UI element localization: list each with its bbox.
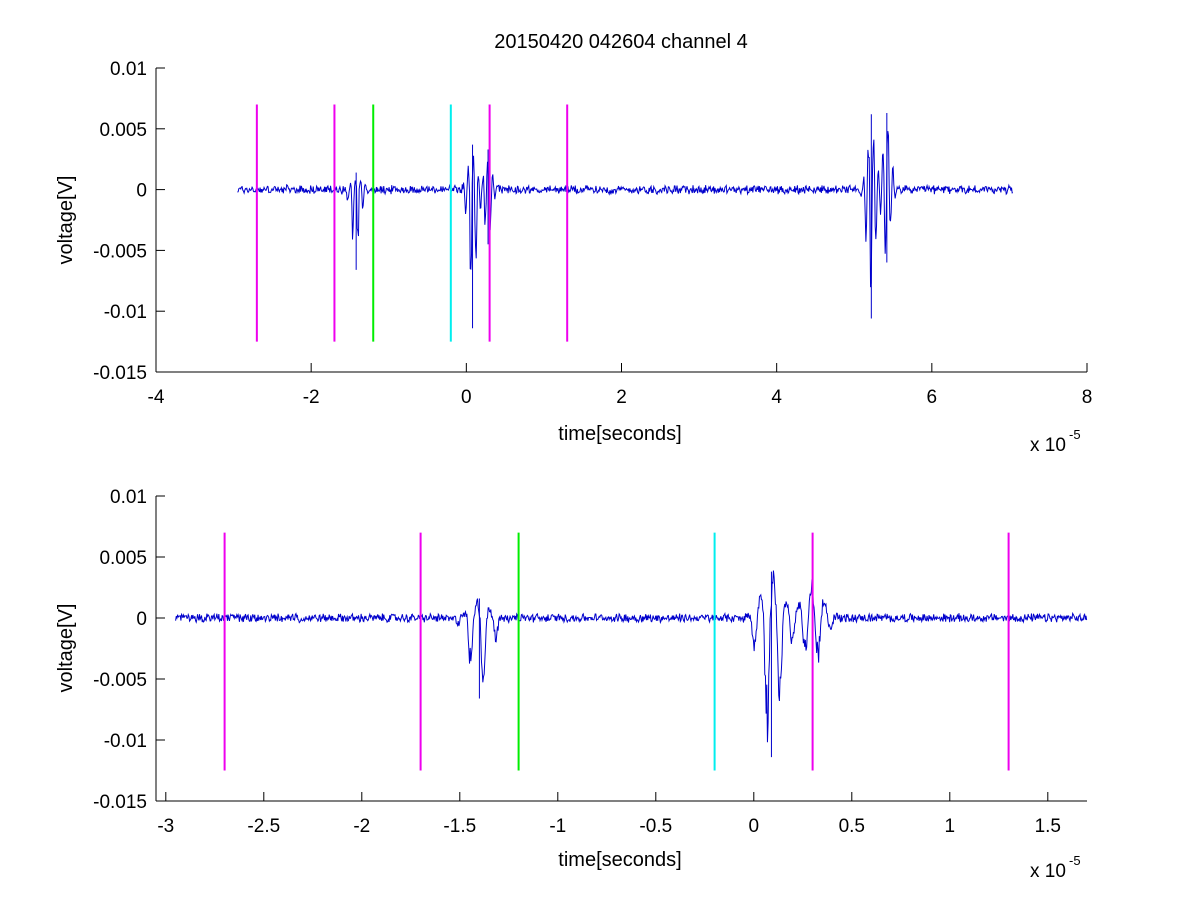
x-axis-exponent: x 10 <box>1030 861 1066 882</box>
x-tick-label: 0 <box>749 816 760 837</box>
x-tick-label: 8 <box>1082 387 1093 408</box>
chart-title: 20150420 042604 channel 4 <box>494 31 748 53</box>
y-tick-label: 0 <box>136 181 147 202</box>
x-tick-label: -0.5 <box>639 816 672 837</box>
y-tick-label: -0.01 <box>104 731 147 752</box>
chart-top: 20150420 042604 channel 4 -4 -2 0 2 4 6 8 0.01 0… <box>55 31 1092 456</box>
signal-line <box>237 131 1014 288</box>
x-tick-label: 0 <box>461 387 472 408</box>
x-tick-label: 1 <box>945 816 956 837</box>
x-tick-label: -3 <box>157 816 174 837</box>
y-tick-label: -0.01 <box>104 302 147 323</box>
y-tick-label: 0.005 <box>99 548 147 569</box>
x-tick-label: -1.5 <box>443 816 476 837</box>
x-axis-label: time[seconds] <box>558 423 681 445</box>
y-tick-label: -0.015 <box>93 363 147 384</box>
x-axis-exponent-power: -5 <box>1069 427 1081 442</box>
x-tick-label: -1 <box>549 816 566 837</box>
axes-top: -4 -2 0 2 4 6 8 0.01 0.005 0 -0.005 -0.01 -0.015 <box>93 59 1092 408</box>
x-axis-exponent: x 10 <box>1030 435 1066 456</box>
signal-trace-top <box>237 112 1014 329</box>
y-tick-label: 0.005 <box>99 120 147 141</box>
x-tick-label: -2 <box>303 387 320 408</box>
x-tick-label: 1.5 <box>1035 816 1061 837</box>
event-markers-top <box>255 104 569 342</box>
y-tick-label: -0.005 <box>93 670 147 691</box>
axes-bottom: -3 -2.5 -2 -1.5 -1 -0.5 0 0.5 1 1.5 0.01 0.005 0 -0.0… <box>93 487 1087 837</box>
event-markers-bottom <box>223 532 1010 771</box>
y-tick-label: -0.005 <box>93 241 147 262</box>
x-tick-label: -2 <box>353 816 370 837</box>
x-axis-exponent-power: -5 <box>1069 853 1081 868</box>
x-tick-label: 6 <box>927 387 938 408</box>
y-tick-label: 0.01 <box>110 59 147 80</box>
x-axis-label: time[seconds] <box>558 849 681 871</box>
x-tick-label: -2.5 <box>247 816 280 837</box>
x-tick-label: 0.5 <box>839 816 865 837</box>
x-tick-label: 2 <box>616 387 627 408</box>
signal-line <box>175 570 1088 743</box>
x-tick-label: -4 <box>148 387 165 408</box>
y-tick-label: 0 <box>136 609 147 630</box>
y-tick-label: -0.015 <box>93 792 147 813</box>
y-tick-label: 0.01 <box>110 487 147 508</box>
y-axis-label: voltage[V] <box>55 176 77 265</box>
x-tick-label: 4 <box>771 387 782 408</box>
chart-bottom: -3 -2.5 -2 -1.5 -1 -0.5 0 0.5 1 1.5 0.01 0.005 0 -0.0… <box>55 487 1088 882</box>
y-axis-label: voltage[V] <box>55 604 77 693</box>
